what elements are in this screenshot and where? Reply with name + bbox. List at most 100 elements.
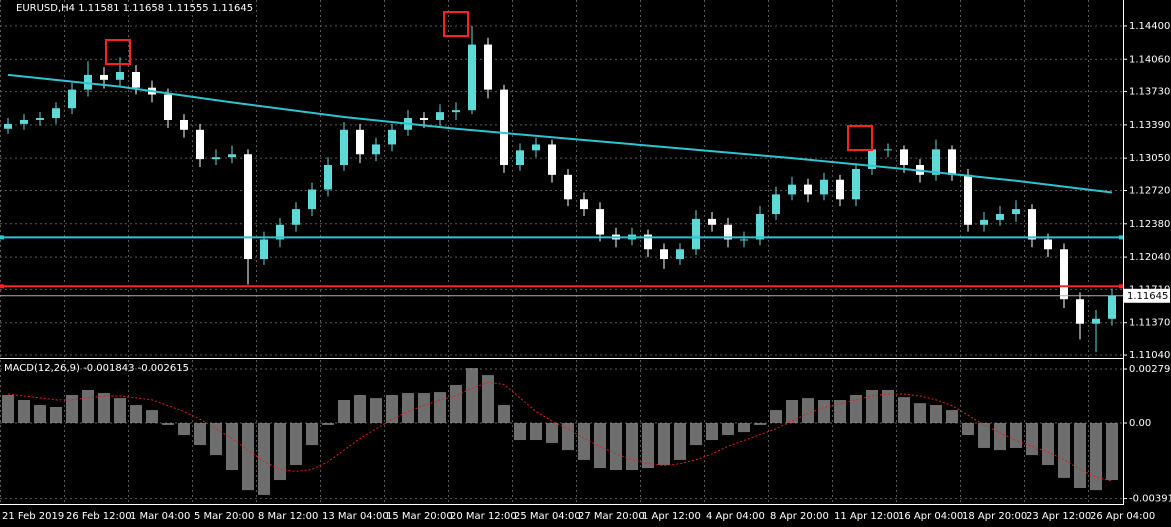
candle-body: [324, 165, 332, 190]
x-tick-label: 27 Mar 20:00: [578, 511, 645, 522]
candle-body: [1012, 209, 1020, 215]
macd-bar: [1090, 423, 1102, 491]
candle-body: [244, 154, 252, 260]
macd-bar: [674, 423, 686, 460]
macd-bar: [898, 397, 910, 424]
macd-bar: [578, 423, 590, 460]
x-tick-label: 13 Mar 04:00: [322, 511, 389, 522]
candle-body: [452, 110, 460, 113]
candle-body: [996, 214, 1004, 220]
candle-body: [1092, 318, 1100, 324]
candle-body: [484, 44, 492, 90]
macd-bar: [34, 405, 46, 424]
level-handle: [1119, 284, 1123, 289]
macd-bar: [738, 423, 750, 433]
macd-bar: [610, 423, 622, 471]
level-handle: [0, 235, 4, 240]
marker-box: [105, 39, 131, 65]
candle-body: [564, 174, 572, 200]
x-tick-label: 23 Apr 12:00: [1026, 511, 1091, 522]
macd-bar: [546, 423, 558, 443]
candle-body: [596, 209, 604, 235]
candle-body: [100, 74, 108, 80]
candle-body: [260, 239, 268, 260]
candle-body: [1028, 209, 1036, 240]
candle-body: [308, 189, 316, 210]
marker-box: [443, 11, 469, 37]
chart-title: EURUSD,H4 1.11581 1.11658 1.11555 1.1164…: [16, 3, 253, 14]
candle-body: [580, 199, 588, 210]
candle-body: [180, 119, 188, 130]
macd-bar: [562, 423, 574, 451]
candle-body: [356, 129, 364, 155]
macd-bar: [866, 389, 878, 424]
x-tick-label: 4 Apr 04:00: [706, 511, 765, 522]
x-tick-label: 16 Apr 04:00: [898, 511, 963, 522]
candle-body: [196, 129, 204, 160]
macd-bar: [626, 423, 638, 471]
candle-body: [692, 218, 700, 250]
candle-body: [164, 94, 172, 120]
macd-bar: [802, 398, 814, 424]
marker-box: [847, 125, 873, 151]
price-label-bg: [1124, 288, 1170, 303]
x-tick-label: 8 Apr 20:00: [770, 511, 829, 522]
x-tick-label: 20 Mar 12:00: [450, 511, 517, 522]
y-tick-label: 1.12040: [1129, 252, 1170, 263]
macd-bar: [370, 398, 382, 424]
macd-bar: [930, 405, 942, 424]
candle-body: [212, 157, 220, 160]
x-tick-label: 5 Mar 20:00: [194, 511, 254, 522]
y-tick-label: 1.13050: [1129, 153, 1170, 164]
candle-body: [964, 174, 972, 225]
macd-bar: [1074, 423, 1086, 488]
candle-body: [468, 44, 476, 111]
candle-body: [276, 224, 284, 240]
macd-bar: [98, 393, 110, 424]
candle-body: [4, 123, 12, 129]
x-tick-label: 8 Mar 12:00: [258, 511, 318, 522]
candle-body: [676, 249, 684, 260]
y-tick-label: 1.14400: [1129, 21, 1170, 32]
macd-bar: [498, 405, 510, 424]
macd-bar: [210, 423, 222, 456]
x-tick-label: 1 Mar 04:00: [130, 511, 190, 522]
macd-bar: [114, 398, 126, 424]
macd-bar: [466, 368, 478, 424]
macd-bar: [194, 423, 206, 446]
macd-bar: [722, 423, 734, 436]
candle-body: [228, 154, 236, 158]
macd-bar: [178, 423, 190, 436]
price-label: 1.11645: [1127, 291, 1168, 302]
candle-body: [932, 149, 940, 175]
candle-body: [884, 149, 892, 151]
x-tick-label: 1 Apr 12:00: [642, 511, 701, 522]
candle-body: [852, 168, 860, 200]
y-tick-label: 1.11370: [1129, 318, 1170, 329]
candle-body: [740, 239, 748, 241]
macd-bar: [1058, 423, 1070, 478]
macd-bar: [338, 400, 350, 424]
macd-bar: [946, 410, 958, 424]
macd-bar: [1010, 423, 1022, 448]
macd-bar: [770, 410, 782, 424]
candle-body: [660, 249, 668, 260]
candle-body: [724, 224, 732, 240]
y-tick-label: 1.13390: [1129, 120, 1170, 131]
macd-bar: [2, 394, 14, 424]
x-tick-label: 15 Mar 20:00: [386, 511, 453, 522]
macd-bar: [402, 393, 414, 424]
x-tick-label: 11 Apr 12:00: [834, 511, 899, 522]
candle-body: [1044, 239, 1052, 250]
candle-body: [836, 179, 844, 200]
macd-bar: [130, 405, 142, 424]
macd-bar: [66, 394, 78, 424]
y-tick-label: 0.002793: [1129, 364, 1171, 375]
candle-body: [132, 71, 140, 88]
macd-bar: [706, 423, 718, 441]
candle-body: [708, 218, 716, 225]
macd-bar: [82, 389, 94, 424]
macd-bar: [50, 406, 62, 424]
macd-bar: [274, 423, 286, 481]
